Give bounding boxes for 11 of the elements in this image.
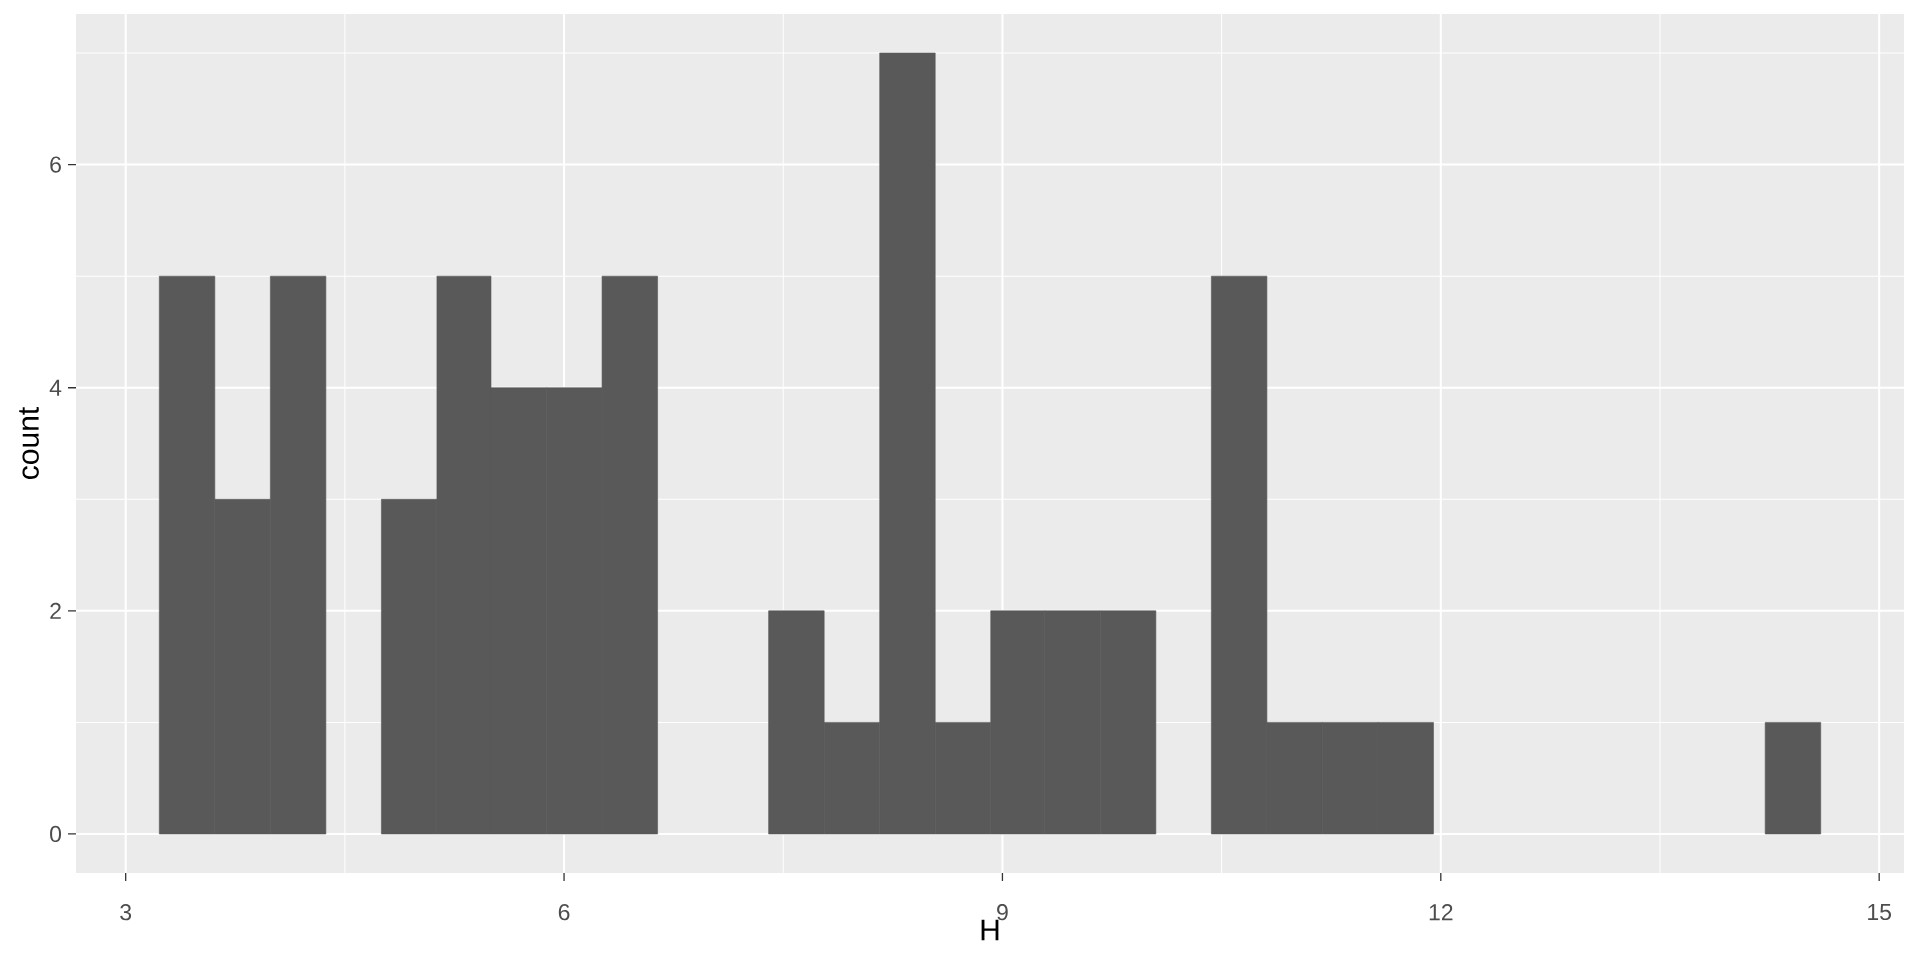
x-axis-title: H	[981, 919, 999, 941]
x-tick-label: 6	[558, 904, 570, 921]
y-axis-title: count	[19, 407, 39, 479]
y-tick-label: 6	[50, 156, 61, 173]
y-tick-label: 0	[50, 825, 62, 843]
y-tick-label: 2	[50, 602, 61, 619]
x-tick-label: 15	[1868, 904, 1891, 921]
x-tick-label: 3	[120, 904, 132, 921]
x-tick-label: 9	[997, 904, 1008, 921]
y-tick-label: 4	[49, 379, 62, 396]
x-tick-label: 12	[1429, 904, 1453, 921]
